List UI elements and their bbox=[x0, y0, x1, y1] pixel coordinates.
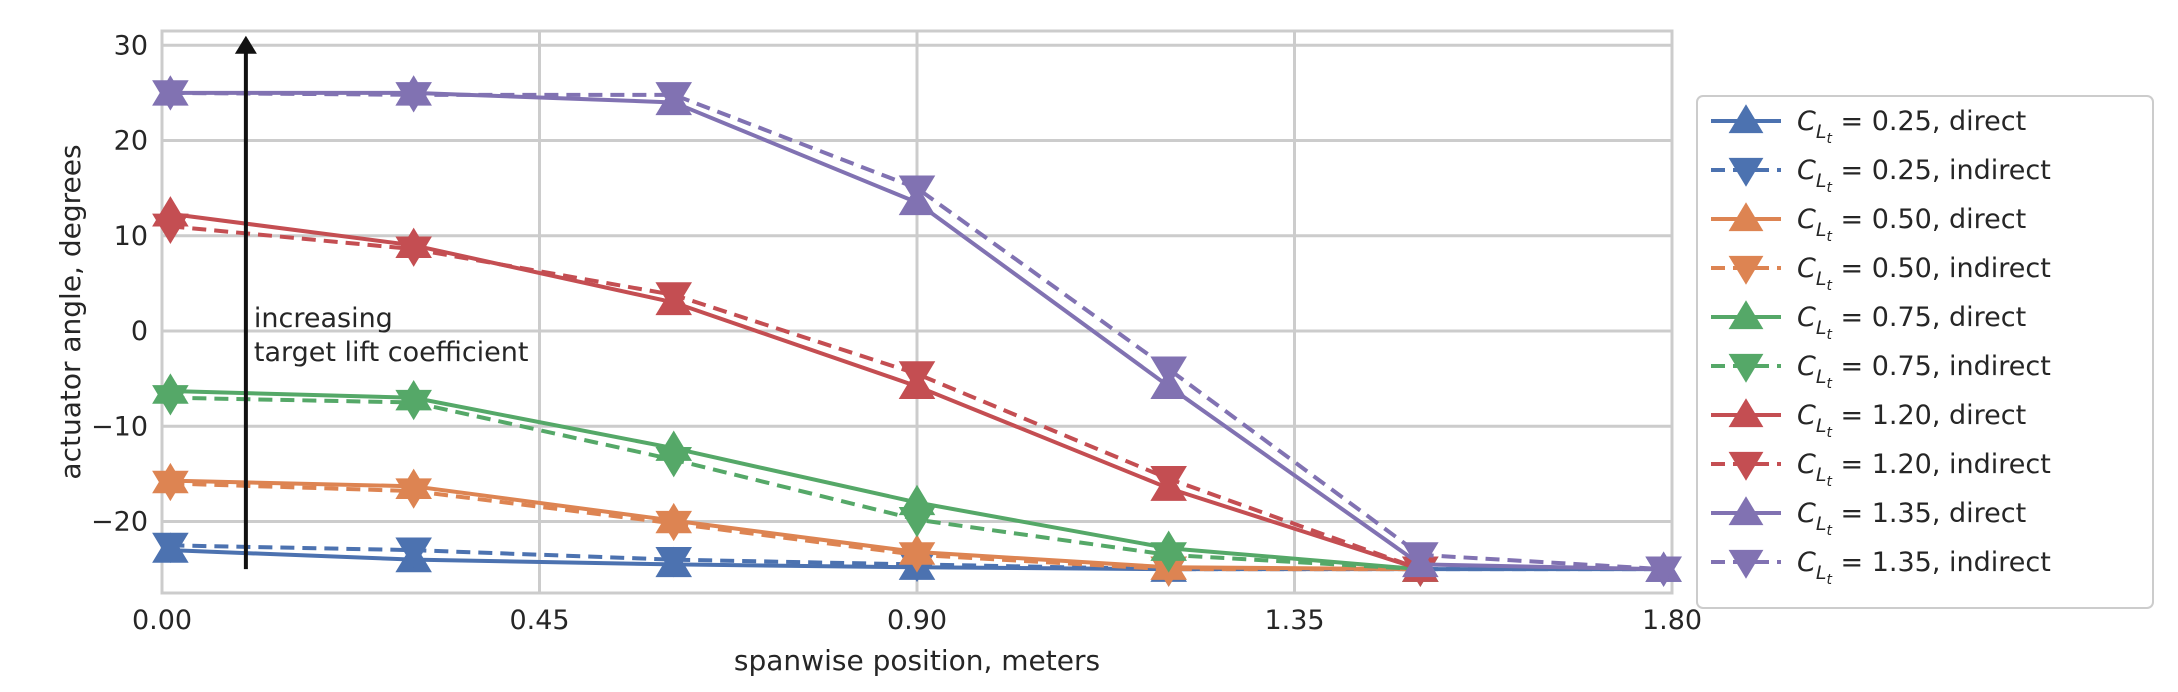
y-tick-label: −10 bbox=[91, 411, 148, 442]
x-tick-label: 0.45 bbox=[509, 605, 569, 636]
legend-item: CLt = 0.75, direct bbox=[1711, 300, 2026, 343]
y-tick-label: 0 bbox=[131, 316, 148, 347]
legend-marker bbox=[1728, 104, 1764, 134]
y-axis-label: actuator angle, degrees bbox=[54, 144, 87, 479]
legend-marker bbox=[1728, 255, 1764, 285]
x-tick-label: 0.90 bbox=[887, 605, 947, 636]
series-layer bbox=[152, 75, 1682, 587]
data-point bbox=[898, 361, 936, 392]
annotation-text-line2: target lift coefficient bbox=[254, 337, 529, 368]
legend-label: CLt = 0.75, indirect bbox=[1797, 351, 2051, 392]
data-point bbox=[655, 82, 693, 113]
series-line bbox=[170, 389, 1421, 572]
series-10 bbox=[152, 80, 1682, 587]
legend-item: CLt = 1.35, indirect bbox=[1711, 547, 2051, 588]
legend-item: CLt = 1.20, direct bbox=[1711, 398, 2026, 441]
legend-item: CLt = 0.50, direct bbox=[1711, 202, 2026, 245]
legend-marker bbox=[1728, 157, 1764, 187]
legend-marker bbox=[1728, 451, 1764, 481]
data-point bbox=[152, 470, 189, 502]
y-tick-label: 10 bbox=[114, 221, 148, 252]
y-tick-label: 30 bbox=[114, 30, 148, 61]
series-line bbox=[170, 481, 1421, 572]
data-point bbox=[395, 537, 432, 568]
data-point bbox=[152, 213, 189, 244]
data-point bbox=[898, 175, 936, 206]
legend-item: CLt = 1.35, direct bbox=[1711, 496, 2026, 539]
y-tick-label: −20 bbox=[91, 507, 148, 538]
series-line bbox=[170, 224, 1422, 572]
y-axis-ticks: −20 −10 0 10 20 30 bbox=[91, 30, 148, 537]
data-point bbox=[1150, 542, 1187, 573]
data-point bbox=[655, 446, 693, 478]
legend-label: CLt = 1.35, indirect bbox=[1797, 547, 2051, 588]
data-point bbox=[1645, 556, 1682, 587]
legend-label: CLt = 0.25, direct bbox=[1797, 106, 2026, 147]
data-point bbox=[1150, 466, 1187, 497]
legend-marker bbox=[1728, 202, 1764, 232]
legend-item: CLt = 0.25, indirect bbox=[1711, 155, 2051, 196]
legend-marker bbox=[1728, 300, 1764, 330]
data-point bbox=[152, 80, 189, 111]
data-point bbox=[898, 507, 936, 538]
legend-label: CLt = 0.50, indirect bbox=[1797, 253, 2051, 294]
data-point bbox=[898, 542, 936, 573]
data-point bbox=[655, 282, 693, 313]
legend-box bbox=[1696, 95, 2154, 609]
data-point bbox=[1402, 542, 1439, 573]
legend-label: CLt = 1.35, direct bbox=[1797, 498, 2026, 539]
legend: CLt = 0.25, direct CLt = 0.25, indirect CL… bbox=[1696, 95, 2154, 609]
legend-marker bbox=[1728, 398, 1764, 428]
x-tick-label: 0.00 bbox=[132, 605, 192, 636]
x-tick-label: 1.80 bbox=[1642, 605, 1702, 636]
data-point bbox=[655, 547, 693, 578]
data-point bbox=[395, 389, 432, 421]
data-point bbox=[152, 385, 189, 416]
series-5 bbox=[152, 373, 1439, 582]
series-line bbox=[170, 395, 1421, 572]
annotation-text-line1: increasing bbox=[254, 303, 393, 334]
legend-item: CLt = 0.50, indirect bbox=[1711, 253, 2051, 294]
series-8 bbox=[152, 213, 1439, 587]
annotation: increasing target lift coefficient bbox=[234, 35, 529, 570]
x-axis-ticks: 0.00 0.45 0.90 1.35 1.80 bbox=[132, 605, 1702, 636]
data-point bbox=[395, 236, 432, 267]
legend-label: CLt = 1.20, direct bbox=[1797, 400, 2026, 441]
legend-items: CLt = 0.25, direct CLt = 0.25, indirect CL… bbox=[1711, 104, 2051, 588]
legend-marker bbox=[1728, 549, 1764, 579]
legend-marker bbox=[1728, 353, 1764, 383]
y-tick-label: 20 bbox=[114, 126, 148, 157]
data-point bbox=[1150, 356, 1187, 387]
x-axis-label: spanwise position, meters bbox=[734, 644, 1100, 677]
series-line bbox=[170, 211, 1421, 572]
data-point bbox=[395, 478, 432, 509]
legend-item: CLt = 0.25, direct bbox=[1711, 104, 2026, 147]
annotation-arrow-head bbox=[234, 35, 257, 54]
series-7 bbox=[152, 196, 1439, 582]
legend-marker bbox=[1728, 496, 1764, 526]
legend-item: CLt = 1.20, indirect bbox=[1711, 449, 2051, 490]
legend-label: CLt = 1.20, indirect bbox=[1797, 449, 2051, 490]
legend-label: CLt = 0.50, direct bbox=[1797, 204, 2026, 245]
legend-item: CLt = 0.75, indirect bbox=[1711, 351, 2051, 392]
legend-label: CLt = 0.25, indirect bbox=[1797, 155, 2051, 196]
plot-frame bbox=[160, 29, 1674, 595]
series-4 bbox=[152, 470, 1439, 587]
x-tick-label: 1.35 bbox=[1264, 605, 1324, 636]
legend-label: CLt = 0.75, direct bbox=[1797, 302, 2026, 343]
data-point bbox=[395, 82, 432, 113]
data-point bbox=[655, 510, 693, 542]
data-point bbox=[152, 532, 189, 564]
